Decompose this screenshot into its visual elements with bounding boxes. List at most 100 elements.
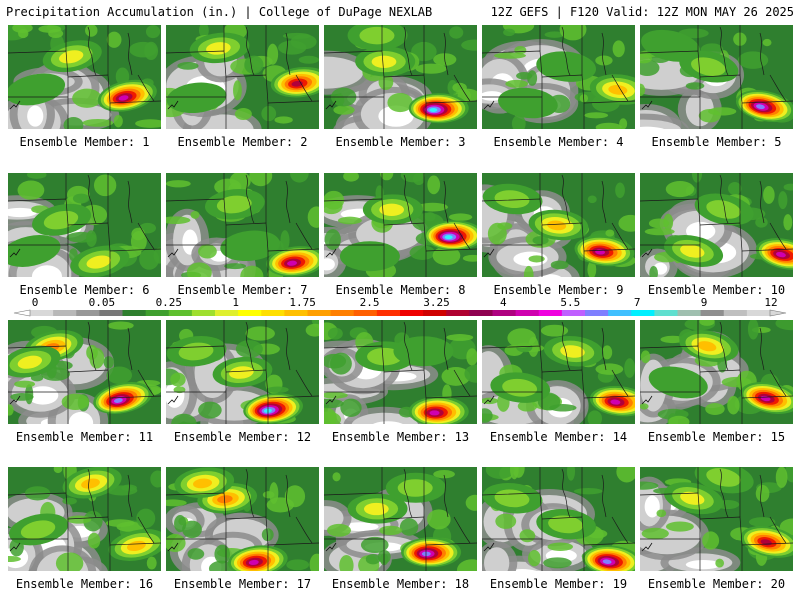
precip-map (482, 25, 635, 129)
member-map (640, 320, 793, 424)
member-label: Ensemble Member: 3 (335, 135, 466, 149)
figure-title: Precipitation Accumulation (in.) | Colle… (6, 5, 433, 19)
precip-cores (204, 188, 319, 277)
colorbar-swatch (30, 310, 54, 316)
member-label: Ensemble Member: 12 (173, 430, 312, 444)
state-borders (482, 320, 635, 424)
state-borders (482, 173, 635, 277)
colorbar-swatch (746, 310, 771, 316)
state-borders (166, 467, 319, 571)
state-borders (640, 25, 793, 129)
member-label: Ensemble Member: 17 (173, 577, 312, 591)
member-label: Ensemble Member: 8 (335, 283, 466, 297)
precip-map (640, 467, 793, 571)
colorbar-swatch (122, 310, 147, 316)
member-map (640, 25, 793, 129)
precip-cores (8, 40, 157, 112)
colorbar: 0 0.05 0.25 1 1.75 2.5 3.25 4 5.5 7 9 12 (8, 296, 792, 320)
state-borders (324, 320, 477, 424)
member-label: Ensemble Member: 2 (177, 135, 308, 149)
precip-map (8, 467, 161, 571)
colorbar-tick-label: 0 (32, 296, 39, 309)
colorbar-swatch (585, 310, 609, 316)
colorbar-swatch (215, 310, 239, 316)
member-map (166, 320, 319, 424)
precip-cores (355, 336, 469, 424)
member-label: Ensemble Member: 10 (647, 283, 786, 297)
precip-map (324, 467, 477, 571)
member-map (324, 25, 477, 129)
colorbar-tick-label: 1 (232, 296, 239, 309)
precip-map (166, 173, 319, 277)
colorbar-tick-label: 0.25 (156, 296, 183, 309)
precip-cores (347, 472, 462, 568)
colorbar-swatch (631, 310, 655, 316)
precip-map (8, 25, 161, 129)
colorbar-swatch (307, 310, 332, 316)
state-borders (482, 25, 635, 129)
member-label: Ensemble Member: 20 (647, 577, 786, 591)
member-label: Ensemble Member: 11 (15, 430, 154, 444)
colorbar-swatch (168, 310, 193, 316)
colorbar-svg: 0 0.05 0.25 1 1.75 2.5 3.25 4 5.5 7 9 12 (13, 296, 787, 317)
colorbar-tick-label: 2.5 (360, 296, 380, 309)
state-borders (8, 320, 161, 424)
member-label: Ensemble Member: 4 (493, 135, 624, 149)
colorbar-tick-label: 1.75 (289, 296, 316, 309)
member-label: Ensemble Member: 5 (651, 135, 782, 149)
colorbar-swatch (469, 310, 493, 316)
colorbar-swatch (145, 310, 170, 316)
colorbar-swatch (284, 310, 308, 316)
precip-map (482, 173, 635, 277)
colorbar-swatch (99, 310, 123, 316)
colorbar-tick-label: 4 (500, 296, 507, 309)
member-map (166, 173, 319, 277)
precip-cores (664, 193, 793, 271)
colorbar-swatch (492, 310, 517, 316)
colorbar-swatch (261, 310, 285, 316)
colorbar-swatch (654, 310, 678, 316)
colorbar-min-arrow (13, 309, 31, 317)
member-map (482, 320, 635, 424)
member-map (640, 173, 793, 277)
state-borders (8, 173, 161, 277)
colorbar-swatch (353, 310, 378, 316)
state-borders (8, 25, 161, 129)
precip-map (166, 320, 319, 424)
colorbar-swatch (53, 310, 77, 316)
state-borders (640, 467, 793, 571)
member-map (482, 25, 635, 129)
colorbar-swatch (561, 310, 586, 316)
member-label: Ensemble Member: 18 (331, 577, 470, 591)
member-map (324, 173, 477, 277)
precip-map (166, 467, 319, 571)
member-map (8, 173, 161, 277)
member-map (8, 320, 161, 424)
member-map (324, 320, 477, 424)
colorbar-swatch (330, 310, 355, 316)
precip-map (324, 173, 477, 277)
colorbar-swatch (238, 310, 262, 316)
state-borders (324, 25, 477, 129)
colorbar-swatch (723, 310, 748, 316)
member-label: Ensemble Member: 16 (15, 577, 154, 591)
precip-cores (664, 467, 793, 558)
precip-cores (498, 51, 635, 119)
precip-cores (482, 183, 635, 267)
member-map (8, 25, 161, 129)
colorbar-tick-label: 12 (764, 296, 777, 309)
member-map (324, 467, 477, 571)
colorbar-swatch (446, 310, 470, 316)
colorbar-swatch (376, 310, 401, 316)
colorbar-swatch (423, 310, 447, 316)
colorbar-tick-label: 3.25 (423, 296, 450, 309)
state-borders (482, 467, 635, 571)
precip-cores (641, 29, 793, 123)
colorbar-swatch (700, 310, 725, 316)
colorbar-swatch (515, 310, 540, 316)
member-label: Ensemble Member: 1 (19, 135, 150, 149)
run-valid-time: 12Z GEFS | F120 Valid: 12Z MON MAY 26 20… (490, 5, 794, 19)
state-borders (166, 25, 319, 129)
precip-cores (8, 330, 153, 414)
